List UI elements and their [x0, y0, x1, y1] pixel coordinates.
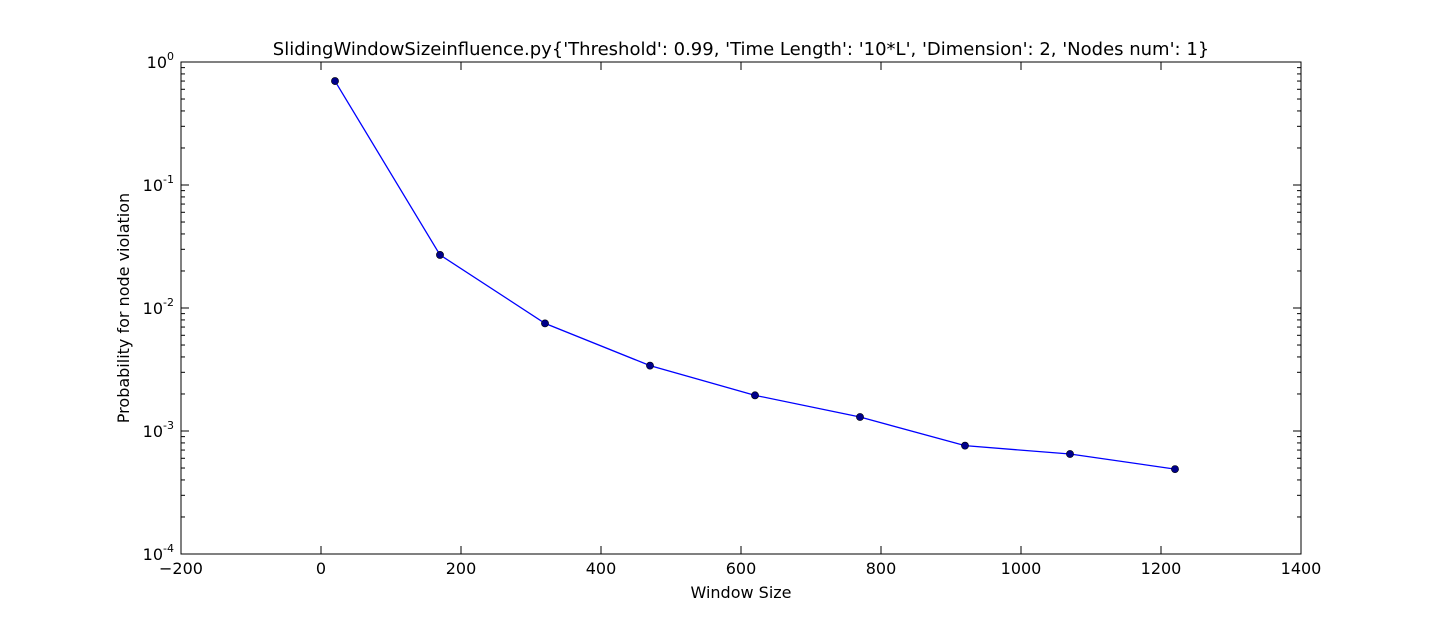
- x-axis-label: Window Size: [690, 583, 791, 602]
- y-tick-label-exponent: -1: [163, 173, 174, 186]
- data-point: [961, 441, 969, 450]
- y-tick-label-exponent: -3: [163, 419, 174, 432]
- y-tick-label-exponent: -4: [163, 542, 174, 555]
- x-tick-label: 1000: [1001, 559, 1042, 578]
- y-tick-label: 10-2: [143, 296, 174, 318]
- data-point: [331, 77, 339, 85]
- chart-title: SlidingWindowSizeinfluence.py{'Threshold…: [273, 39, 1209, 60]
- x-tick-label: 1200: [1141, 559, 1182, 578]
- y-tick-label: 10-4: [143, 542, 174, 564]
- y-tick-label-base: 10: [143, 176, 163, 195]
- plot-frame: [180, 61, 1302, 555]
- data-point: [541, 319, 549, 328]
- y-axis-label: Probability for node violation: [114, 193, 133, 423]
- y-tick-label: 100: [147, 50, 174, 72]
- y-tick-label: 10-3: [143, 419, 174, 441]
- x-tick-label: 400: [586, 559, 617, 578]
- x-tick-label: 200: [446, 559, 477, 578]
- data-point: [1171, 465, 1179, 474]
- y-tick-label-exponent: 0: [167, 50, 174, 63]
- y-tick-label-base: 10: [147, 53, 167, 72]
- data-point: [751, 391, 759, 400]
- y-tick-label-exponent: -2: [163, 296, 174, 309]
- y-tick-label: 10-1: [143, 173, 174, 195]
- data-point: [1066, 450, 1074, 458]
- ticks-layer: [180, 61, 1302, 555]
- series-layer: [331, 77, 1179, 474]
- labels-layer: SlidingWindowSizeinfluence.py{'Threshold…: [114, 39, 1321, 602]
- x-tick-label: 0: [316, 559, 326, 578]
- x-tick-label: 600: [726, 559, 757, 578]
- data-point: [646, 361, 654, 370]
- data-point: [436, 251, 444, 259]
- y-tick-label-base: 10: [143, 422, 163, 441]
- x-tick-label: 1400: [1281, 559, 1322, 578]
- data-point: [856, 413, 864, 421]
- y-tick-label-base: 10: [143, 299, 163, 318]
- x-tick-label: 800: [866, 559, 897, 578]
- x-tick-label: −200: [159, 559, 203, 578]
- y-tick-label-base: 10: [143, 545, 163, 564]
